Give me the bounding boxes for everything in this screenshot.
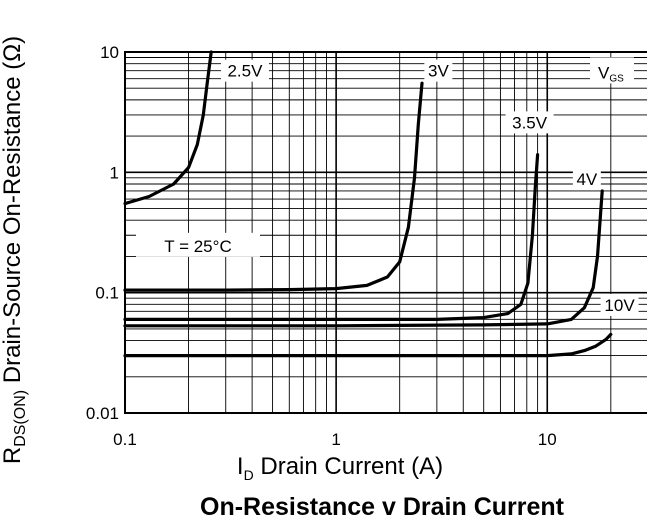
series-line-2-5V	[123, 50, 213, 206]
y-tick-labels: 0.01 0.1 1 10	[86, 43, 119, 423]
series-label-bg	[572, 168, 601, 191]
series-label-2-5V: 2.5V	[227, 62, 263, 81]
x-tick-label: 10	[538, 430, 557, 449]
y-tick-label: 10	[100, 43, 119, 62]
vgs-label-bg	[590, 57, 634, 84]
series-label-bg	[220, 59, 269, 82]
series-line-10V	[123, 332, 613, 358]
series-label-bg	[505, 111, 554, 134]
y-axis-label: RDS(ON) Drain-Source On-Resistance (Ω)	[0, 36, 29, 464]
series-label-10V: 10V	[604, 296, 635, 315]
vgs-label: VGS	[598, 63, 624, 84]
temperature-label-bg	[136, 232, 260, 257]
series-line-4V	[123, 189, 604, 328]
series-label-bg	[424, 59, 453, 82]
plot-frame	[124, 51, 647, 414]
y-tick-label: 1	[110, 163, 119, 182]
x-tick-label: 0.1	[113, 430, 137, 449]
x-axis-label: ID Drain Current (A)	[237, 453, 443, 483]
x-tick-label: 1	[331, 430, 340, 449]
series-label-bg	[600, 293, 639, 316]
series-line-3V	[123, 81, 424, 292]
y-tick-label: 0.1	[95, 284, 119, 303]
plot-area	[125, 52, 647, 413]
chart-title: On-Resistance v Drain Current	[200, 493, 565, 521]
y-tick-label: 0.01	[86, 404, 119, 423]
series-labels: 2.5V 3V 3.5V 4V 10V	[220, 59, 639, 316]
series-curves	[123, 50, 613, 358]
x-tick-labels: 0.1 1 10	[113, 430, 557, 449]
annotations: VGS T = 25°C	[136, 57, 634, 257]
plot-background	[125, 52, 647, 413]
series-label-4V: 4V	[576, 170, 597, 189]
series-label-3-5V: 3.5V	[512, 113, 548, 132]
temperature-label: T = 25°C	[164, 237, 231, 256]
series-label-3V: 3V	[428, 62, 449, 81]
series-line-3-5V	[123, 153, 540, 321]
